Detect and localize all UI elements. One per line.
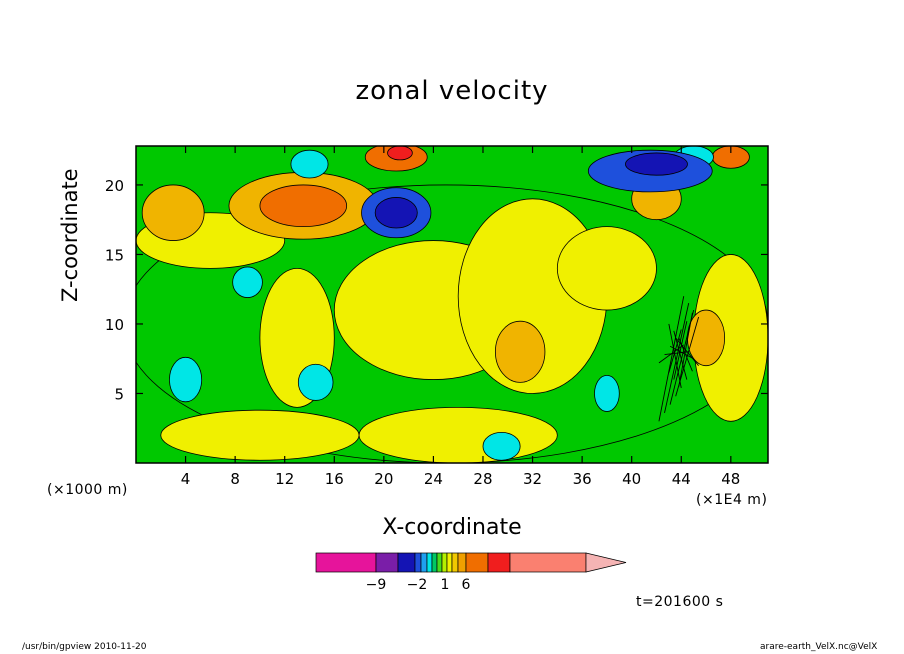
colorbar-segment <box>414 552 422 573</box>
colorbar-segment <box>375 552 399 573</box>
colorbar-segment <box>436 552 443 573</box>
colorbar-segment <box>426 552 433 573</box>
x-tick-label: 28 <box>473 470 492 488</box>
contour-region-navy <box>625 152 688 176</box>
contour-field <box>136 146 768 463</box>
x-tick-label: 36 <box>573 470 592 488</box>
x-tick-label: 32 <box>523 470 542 488</box>
y-tick-label: 20 <box>105 177 124 195</box>
contour-line <box>669 345 694 360</box>
contour-line <box>664 351 689 355</box>
colorbar-segment <box>451 552 459 573</box>
colorbar-segment <box>397 552 416 573</box>
x-tick-label: 16 <box>325 470 344 488</box>
x-unit-right: (×1E4 m) <box>696 492 768 508</box>
colorbar-segment <box>441 552 448 573</box>
contour-region-orange <box>259 184 348 228</box>
x-axis-label: X-coordinate <box>382 515 522 540</box>
contour-region-yellow <box>160 409 360 461</box>
colorbar-segment <box>487 552 511 573</box>
y-tick-label: 15 <box>105 246 124 264</box>
colorbar-segment <box>420 552 428 573</box>
contour-region-cyan <box>297 363 334 401</box>
contour-line <box>668 329 682 373</box>
colorbar-tick-label: 1 <box>441 577 450 593</box>
y-tick-label: 10 <box>105 316 124 334</box>
x-tick-label: 24 <box>424 470 443 488</box>
colorbar-segment <box>457 552 467 573</box>
contour-line <box>678 312 693 387</box>
colorbar-segment <box>465 552 489 573</box>
colorbar-segment <box>315 552 377 573</box>
colorbar-segment <box>446 552 453 573</box>
contour-line <box>673 321 688 380</box>
contour-region-cyan <box>482 432 521 461</box>
x-tick-label: 4 <box>181 470 191 488</box>
contour-region-cyan <box>232 266 263 298</box>
x-tick-label: 44 <box>672 470 691 488</box>
contour-region-yellow <box>358 406 558 463</box>
colorbar-arrow <box>585 552 627 573</box>
colorbar: −9 −2 1 6 <box>315 552 627 593</box>
footer-right: arare-earth_VelX.nc@VelX <box>760 642 878 652</box>
contour-region-navy <box>374 197 418 229</box>
time-label: t=201600 s <box>636 594 724 610</box>
x-tick-label: 20 <box>374 470 393 488</box>
x-tick-label: 48 <box>721 470 740 488</box>
contour-line <box>658 296 685 422</box>
colorbar-tick-label: −2 <box>407 577 428 593</box>
footer-left: /usr/bin/gpview 2010-11-20 <box>22 642 147 652</box>
x-tick-label: 8 <box>230 470 240 488</box>
contour-region-cyan <box>290 149 329 179</box>
contour-region-yellow <box>556 226 657 311</box>
contour-region-cyan <box>169 356 203 403</box>
contour-region-cyan <box>594 375 620 412</box>
x-axis-ticks: 4 8 12 16 20 24 28 32 36 40 44 48 <box>181 146 740 488</box>
plot-frame <box>135 145 769 464</box>
colorbar-segment <box>431 552 438 573</box>
contour-region-light-orange <box>141 184 205 241</box>
chart-title: zonal velocity <box>355 76 549 106</box>
contour-line <box>675 337 699 366</box>
x-unit-left: (×1000 m) <box>47 482 128 498</box>
contour-line <box>664 303 690 414</box>
contour-line <box>668 323 682 389</box>
contour-region-light-orange <box>494 320 546 383</box>
colorbar-tick-label: 6 <box>462 577 471 593</box>
contour-line <box>673 330 688 380</box>
x-tick-label: 40 <box>622 470 641 488</box>
colorbar-segment <box>509 552 587 573</box>
x-tick-label: 12 <box>275 470 294 488</box>
colorbar-tick-label: −9 <box>366 577 387 593</box>
y-tick-label: 5 <box>114 385 124 403</box>
contour-region-red <box>387 146 413 161</box>
y-axis-ticks: 5 10 15 20 <box>105 177 768 403</box>
